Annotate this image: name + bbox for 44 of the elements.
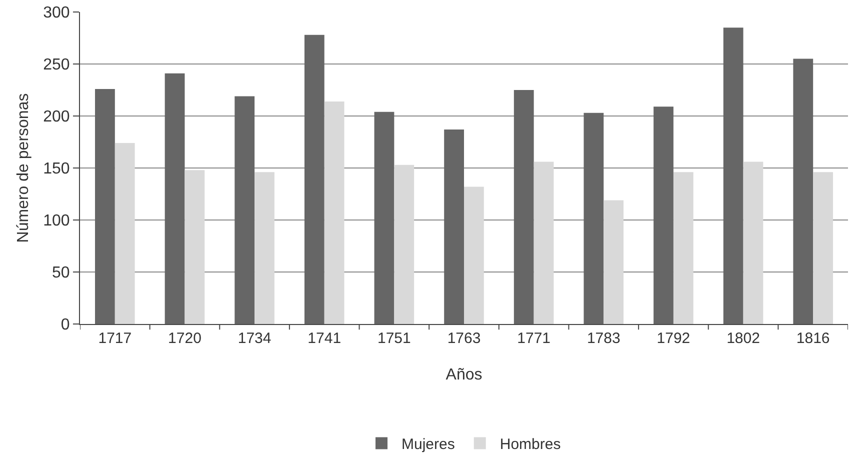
- x-axis-title: Años: [446, 366, 482, 384]
- bar: [254, 172, 274, 324]
- bar: [813, 172, 833, 324]
- bar: [374, 112, 394, 324]
- x-tick-label: 1720: [168, 330, 202, 347]
- y-tick-label: 50: [52, 264, 70, 282]
- bar: [673, 172, 694, 324]
- bar: [534, 162, 554, 324]
- y-tick-label: 100: [43, 212, 70, 230]
- x-tick-label: 1741: [308, 330, 342, 347]
- y-tick-label: 200: [43, 108, 70, 126]
- x-tick-label: 1816: [796, 330, 830, 347]
- x-tick-label: 1802: [726, 330, 760, 347]
- x-tick-label: 1751: [377, 330, 411, 347]
- legend-label: Hombres: [500, 436, 561, 454]
- y-tick-label: 150: [43, 160, 70, 178]
- x-tick-label: 1763: [447, 330, 481, 347]
- legend-label: Mujeres: [402, 436, 455, 454]
- bar: [743, 162, 764, 324]
- x-tick-label: 1734: [238, 330, 272, 347]
- x-tick-label: 1717: [98, 330, 132, 347]
- bar: [444, 130, 464, 324]
- bar: [723, 28, 744, 324]
- bar: [304, 34, 324, 324]
- bar: [114, 143, 135, 324]
- bar: [584, 112, 604, 324]
- y-tick-label: 300: [43, 4, 70, 22]
- bar: [514, 90, 534, 324]
- y-tick-label: 0: [60, 316, 70, 334]
- bar: [95, 88, 115, 324]
- bar: [604, 200, 624, 324]
- bar: [234, 96, 255, 324]
- bar: [654, 106, 674, 324]
- y-axis-title: Número de personas: [14, 93, 32, 243]
- bar: [793, 58, 814, 324]
- x-tick-label: 1792: [656, 330, 690, 347]
- bar: [394, 164, 414, 324]
- x-tick-label: 1771: [517, 330, 551, 347]
- bar: [164, 73, 185, 324]
- bar: [184, 170, 205, 324]
- x-tick-label: 1783: [586, 330, 620, 347]
- y-tick-label: 250: [43, 56, 70, 74]
- bar: [324, 101, 344, 324]
- bar: [464, 186, 484, 324]
